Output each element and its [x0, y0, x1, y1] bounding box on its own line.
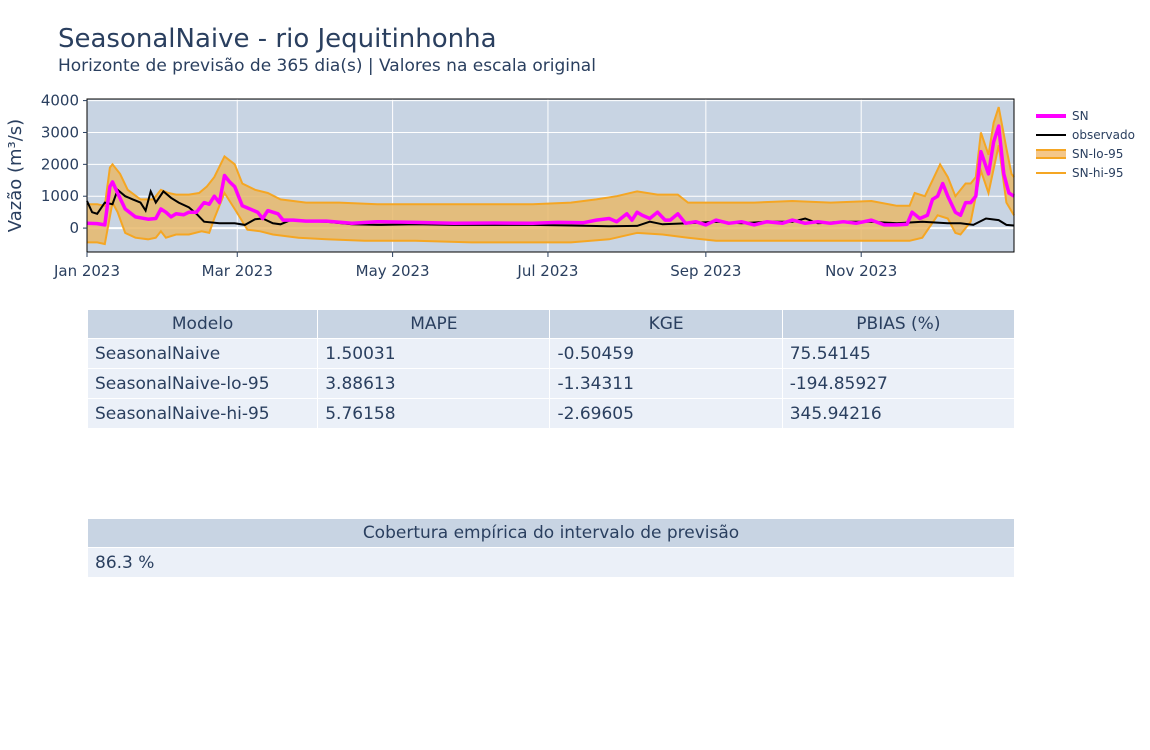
x-tick-label: Nov 2023 — [825, 262, 897, 280]
legend-swatch-sn — [1036, 109, 1066, 123]
interval-band — [87, 107, 1014, 244]
cell-modelo: SeasonalNaive-hi-95 — [86, 398, 319, 429]
x-tick-label: Sep 2023 — [670, 262, 741, 280]
header-mape: MAPE — [317, 309, 551, 339]
cell-modelo: SeasonalNaive-lo-95 — [86, 368, 319, 399]
header-kge: KGE — [549, 309, 783, 339]
series-line-sn — [86, 124, 1015, 227]
y-tick-label: 2000 — [41, 155, 79, 173]
y-tick-label: 3000 — [41, 123, 79, 141]
x-tick-label: Jul 2023 — [516, 262, 578, 280]
cell-modelo: SeasonalNaive — [86, 338, 319, 369]
header-pbias: PBIAS (%) — [781, 309, 1016, 339]
coverage-header: Cobertura empírica do intervalo de previ… — [87, 518, 1015, 548]
y-axis-label: Vazão (m³/s) — [5, 119, 26, 232]
legend-swatch-sn-hi-95 — [1036, 166, 1066, 180]
cell-pbias: 75.54145 — [781, 338, 1016, 369]
y-tick-label: 0 — [69, 219, 79, 237]
legend-swatch-observado — [1036, 128, 1066, 142]
legend-item-sn-lo-95[interactable]: SN-lo-95 — [1036, 144, 1135, 163]
cell-kge: -1.34311 — [549, 368, 783, 399]
x-tick-label: May 2023 — [356, 262, 430, 280]
legend-label-sn-lo-95: SN-lo-95 — [1072, 146, 1124, 161]
cell-kge: -0.50459 — [549, 338, 783, 369]
chart-legend: SN observado SN-lo-95 SN-hi-95 — [1036, 106, 1135, 182]
cell-mape: 5.76158 — [317, 398, 551, 429]
plot-frame — [86, 98, 1015, 253]
y-tick-label: 1000 — [41, 187, 79, 205]
legend-label-sn: SN — [1072, 108, 1089, 123]
legend-swatch-sn-lo-95 — [1036, 147, 1066, 161]
forecast-chart[interactable]: 0 1000 2000 3000 4000 Jan 2023 Mar 2023 May 202… — [0, 0, 1150, 300]
table-row: SeasonalNaive-hi-95 5.76158 -2.69605 345… — [86, 398, 1016, 429]
legend-label-sn-hi-95: SN-hi-95 — [1072, 165, 1124, 180]
x-tick-label: Mar 2023 — [202, 262, 273, 280]
cell-kge: -2.69605 — [549, 398, 783, 429]
metrics-table: Modelo MAPE KGE PBIAS (%) SeasonalNaive … — [86, 309, 1016, 429]
table-row: 86.3 % — [87, 547, 1015, 578]
x-tick-label: Jan 2023 — [53, 262, 120, 280]
legend-item-observado[interactable]: observado — [1036, 125, 1135, 144]
cell-mape: 3.88613 — [317, 368, 551, 399]
series-line-sn-lo-95 — [87, 144, 1015, 246]
y-tick-label: 4000 — [41, 92, 79, 110]
cell-pbias: -194.85927 — [781, 368, 1016, 399]
coverage-header-row: Cobertura empírica do intervalo de previ… — [87, 518, 1015, 548]
metrics-header-row: Modelo MAPE KGE PBIAS (%) — [86, 309, 1016, 339]
coverage-value: 86.3 % — [87, 547, 1015, 578]
page-title: SeasonalNaive - rio Jequitinhonha — [58, 24, 497, 54]
legend-item-sn-hi-95[interactable]: SN-hi-95 — [1036, 163, 1135, 182]
legend-label-observado: observado — [1072, 127, 1135, 142]
cell-mape: 1.50031 — [317, 338, 551, 369]
table-row: SeasonalNaive-lo-95 3.88613 -1.34311 -19… — [86, 368, 1016, 399]
cell-pbias: 345.94216 — [781, 398, 1016, 429]
coverage-table: Cobertura empírica do intervalo de previ… — [87, 518, 1015, 578]
table-row: SeasonalNaive 1.50031 -0.50459 75.54145 — [86, 338, 1016, 369]
header-modelo: Modelo — [86, 309, 319, 339]
legend-item-sn[interactable]: SN — [1036, 106, 1135, 125]
page-subtitle: Horizonte de previsão de 365 dia(s) | Va… — [58, 56, 596, 76]
